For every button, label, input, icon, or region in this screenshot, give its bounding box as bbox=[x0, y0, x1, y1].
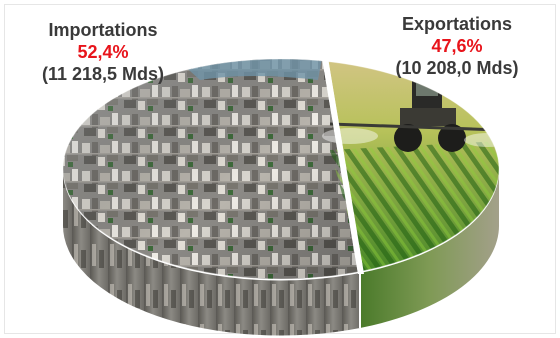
imports-name: Importations bbox=[48, 20, 158, 40]
imports-label: Importations 52,4% (11 218,5 Mds) bbox=[18, 20, 188, 86]
exports-percent: 47,6% bbox=[431, 35, 483, 56]
imports-percent: 52,4% bbox=[77, 41, 129, 62]
imports-amount: (11 218,5 Mds) bbox=[41, 63, 165, 84]
pie-side-exports bbox=[360, 169, 500, 328]
pie-side-imports bbox=[62, 169, 361, 336]
exports-name: Exportations bbox=[401, 14, 512, 34]
exports-amount: (10 208,0 Mds) bbox=[395, 57, 519, 78]
exports-label: Exportations 47,6% (10 208,0 Mds) bbox=[372, 14, 542, 80]
